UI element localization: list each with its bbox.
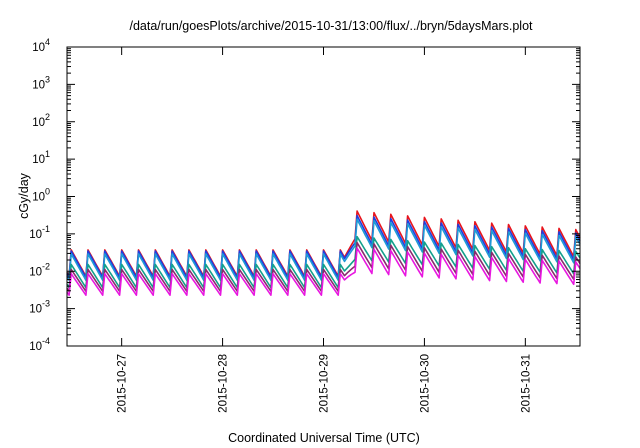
y-tick-label: 102 xyxy=(32,112,50,129)
x-axis-label: Coordinated Universal Time (UTC) xyxy=(228,431,420,445)
y-axis: 104 103 102 101 100 10-1 10-2 10-3 10-4 xyxy=(29,37,580,353)
x-tick-label: 2015-10-31 xyxy=(520,354,532,413)
y-tick-label: 10-1 xyxy=(29,224,50,241)
x-tick-label: 2015-10-30 xyxy=(419,354,431,413)
y-tick-label: 101 xyxy=(32,149,50,166)
x-tick-label: 2015-10-27 xyxy=(117,354,129,413)
series-line-5 xyxy=(66,241,581,293)
x-axis: 2015-10-27 2015-10-28 2015-10-29 2015-10-30… xyxy=(117,47,532,413)
y-tick-label: 10-3 xyxy=(29,299,50,316)
series-line-3 xyxy=(66,218,581,282)
y-tick-label: 10-2 xyxy=(29,261,50,278)
x-tick-label: 2015-10-28 xyxy=(218,354,230,413)
series-line-2 xyxy=(66,214,581,279)
y-tick-label: 104 xyxy=(32,37,50,54)
series-line-6 xyxy=(66,247,581,297)
x-tick-label: 2015-10-29 xyxy=(319,354,331,413)
plot-frame xyxy=(66,46,581,347)
series-line-4 xyxy=(66,235,581,289)
chart-title: /data/run/goesPlots/archive/2015-10-31/1… xyxy=(129,19,533,33)
y-tick-label: 100 xyxy=(32,187,50,204)
y-tick-label: 103 xyxy=(32,74,50,91)
series-layer xyxy=(66,210,581,297)
y-axis-label: cGy/day xyxy=(17,172,31,219)
y-tick-label: 10-4 xyxy=(29,336,50,353)
